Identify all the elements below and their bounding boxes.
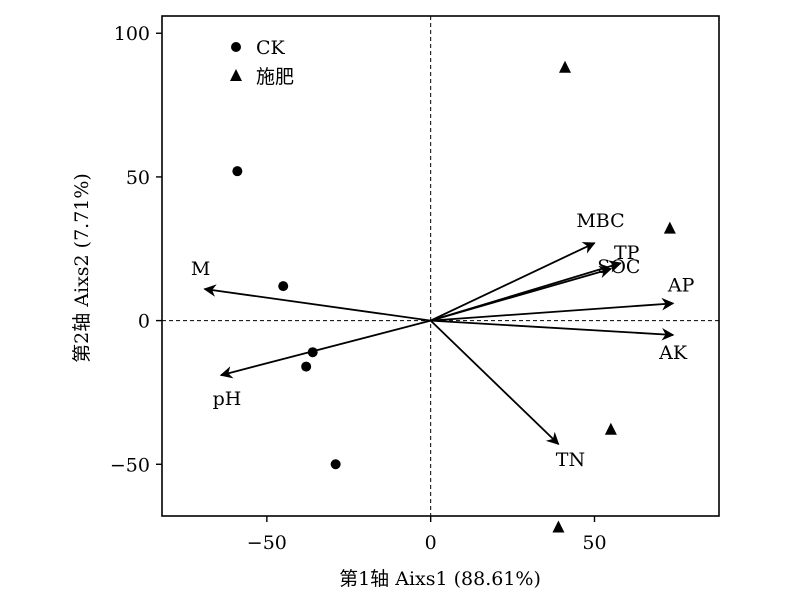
vector-label-mbc: MBC [576,210,624,232]
point-ck [301,361,312,372]
x-axis-label: 第1轴 Aixs1 (88.61%) [339,568,541,590]
plot-frame [161,15,720,517]
vector-label-ak: AK [658,342,688,364]
y-tick-label: 50 [126,167,150,189]
point-ck [278,281,289,292]
y-tick-label: 0 [138,311,150,333]
vector-arrow-tn [430,319,560,446]
vector-label-ap: AP [667,274,695,296]
point-fertilizer [604,422,617,435]
point-ck [307,347,318,358]
legend-label-fertilizer: 施肥 [256,66,294,88]
point-fertilizer [559,60,572,73]
legend-marker-fertilizer [230,69,242,81]
x-tick-label: 0 [425,532,437,554]
x-tick-label: −50 [247,532,287,554]
x-tick-label: 50 [582,532,606,554]
y-tick-label: −50 [110,454,150,476]
point-ck [330,459,341,470]
vector-arrow-soc [430,265,613,322]
vector-arrow-ph [219,319,431,379]
legend-marker-ck [231,42,241,52]
y-tick-label: 100 [114,23,150,45]
legend-label-ck: CK [256,37,286,59]
vector-arrow-m [203,284,431,322]
vector-label-soc: SOC [597,256,640,278]
point-fertilizer [552,520,565,533]
point-ck [232,166,243,177]
vector-arrow-mbc [430,242,596,322]
vector-arrow-ap [430,297,675,322]
vector-label-ph: pH [213,388,242,410]
y-axis-label: 第2轴 Aixs2 (7.71%) [71,173,93,363]
vector-label-tp: TP [614,242,640,264]
point-fertilizer [663,221,676,234]
vector-label-tn: TN [556,449,585,471]
vector-label-m: M [191,258,210,280]
vector-arrow-ak [430,319,675,341]
